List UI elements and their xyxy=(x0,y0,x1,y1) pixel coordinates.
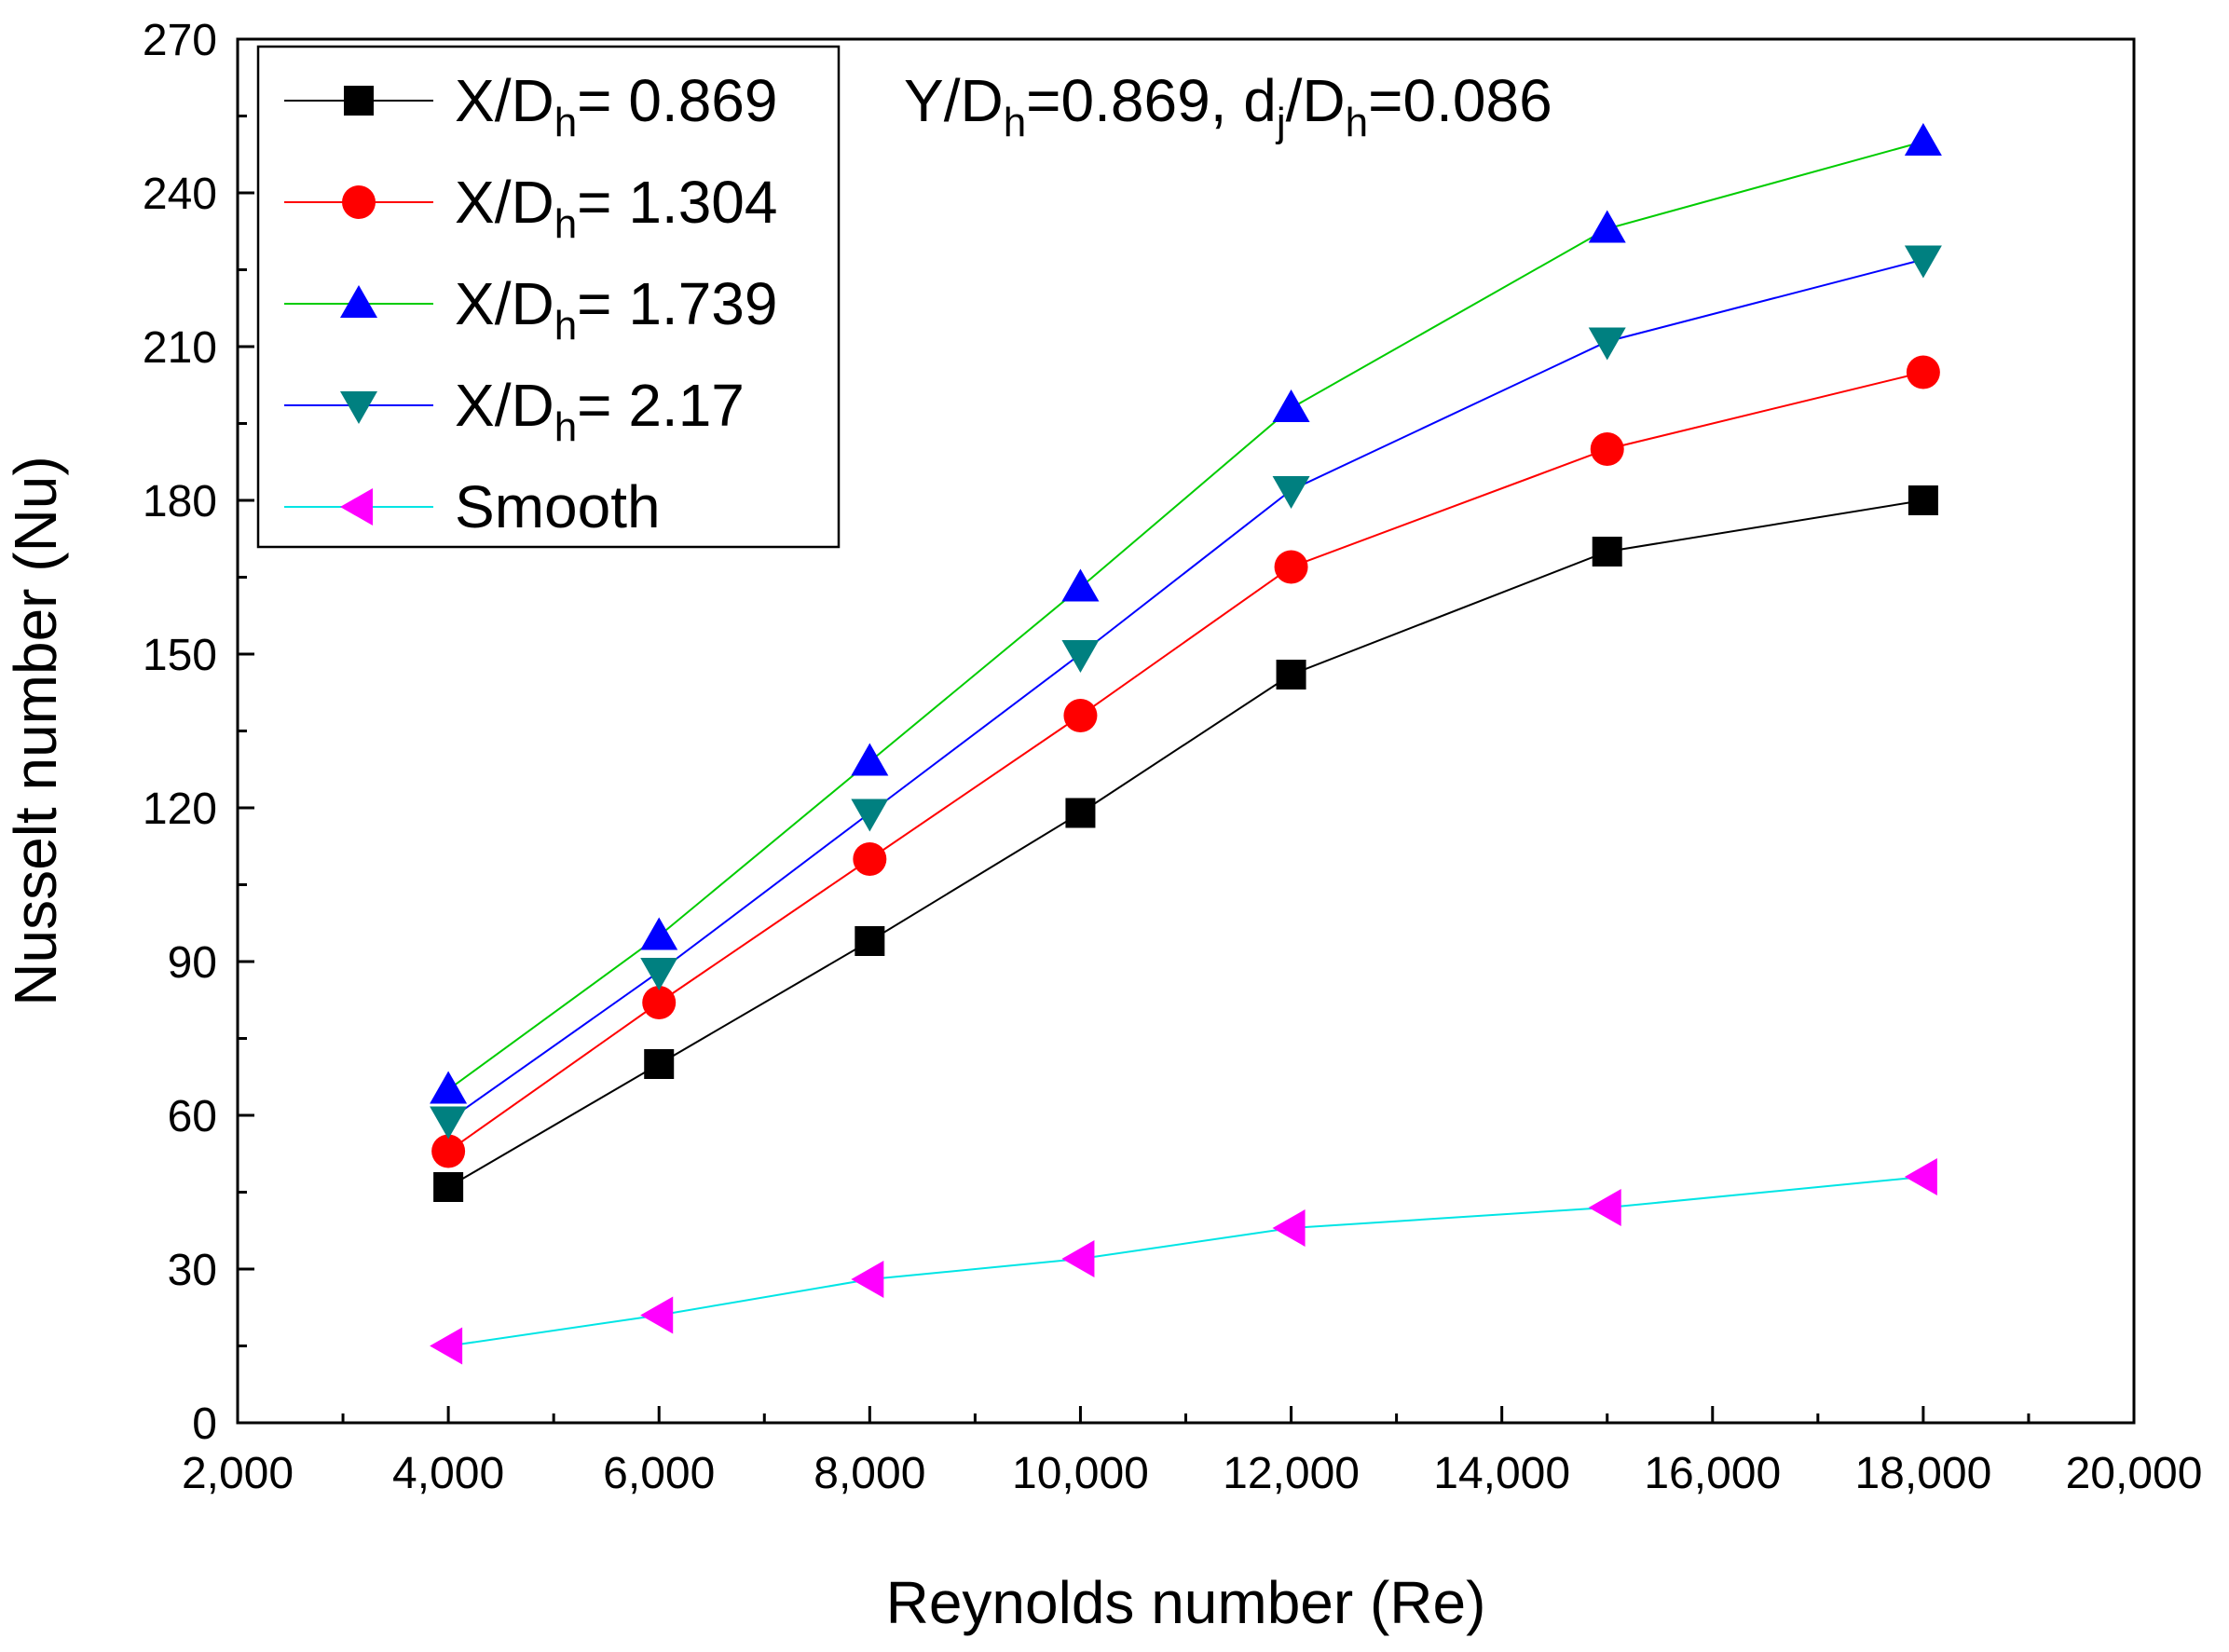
legend-item: X/Dh= 0.869 xyxy=(284,67,777,145)
x-tick-label: 4,000 xyxy=(392,1449,504,1498)
data-point xyxy=(855,926,885,956)
data-point xyxy=(640,1296,674,1334)
data-point xyxy=(1272,389,1310,422)
y-tick-label: 180 xyxy=(143,477,217,526)
data-point xyxy=(1592,537,1622,567)
y-tick-label: 120 xyxy=(143,785,217,834)
data-point xyxy=(1588,210,1626,243)
x-tick-label: 14,000 xyxy=(1433,1449,1570,1498)
data-point xyxy=(1061,568,1100,602)
y-tick-label: 240 xyxy=(143,170,217,219)
data-point xyxy=(642,986,677,1019)
legend: X/Dh= 0.869 X/Dh= 1.304 X/Dh= 1.739 X/Dh= 2… xyxy=(256,45,841,549)
series-1 xyxy=(433,485,1938,1202)
data-point xyxy=(430,1071,468,1104)
x-tick-label: 8,000 xyxy=(814,1449,925,1498)
y-tick-label: 30 xyxy=(168,1246,217,1295)
legend-label: X/Dh= 1.739 xyxy=(455,270,777,348)
series-2 xyxy=(431,355,1940,1168)
y-tick-label: 0 xyxy=(192,1399,217,1449)
legend-item: X/Dh= 2.17 xyxy=(284,372,745,450)
data-point xyxy=(644,1049,675,1079)
data-point xyxy=(1908,485,1938,515)
legend-marker xyxy=(342,185,376,219)
data-point xyxy=(1063,699,1098,732)
data-point xyxy=(640,917,678,950)
y-tick-labels: 0 30 60 90 120 150 180 210 240 270 xyxy=(143,16,217,1449)
legend-label: X/Dh= 1.304 xyxy=(455,169,777,247)
legend-marker xyxy=(340,391,377,424)
data-point xyxy=(640,958,678,990)
x-tick-label: 2,000 xyxy=(182,1449,294,1498)
legend-marker xyxy=(340,285,377,318)
data-point xyxy=(851,799,889,832)
x-tick-label: 18,000 xyxy=(1854,1449,1991,1498)
data-point xyxy=(1061,640,1100,673)
data-point xyxy=(1272,1209,1306,1247)
x-tick-label: 16,000 xyxy=(1644,1449,1781,1498)
legend-label: Smooth xyxy=(455,473,661,540)
data-point xyxy=(1588,327,1626,361)
legend-item: X/Dh= 1.739 xyxy=(284,270,777,348)
data-point xyxy=(430,1327,463,1365)
series-group xyxy=(430,123,1942,1365)
data-point xyxy=(1061,1240,1095,1277)
x-tick-label: 20,000 xyxy=(2066,1449,2203,1498)
series-3 xyxy=(430,123,1942,1104)
legend-label: X/Dh= 2.17 xyxy=(455,372,745,450)
series-5 xyxy=(430,1158,1937,1365)
data-point xyxy=(1065,798,1096,828)
data-point xyxy=(1904,1158,1937,1195)
y-axis-title: Nusselt number (Nu) xyxy=(2,456,69,1005)
x-axis-title: Reynolds number (Re) xyxy=(886,1569,1486,1636)
data-point xyxy=(1274,550,1308,584)
legend-item: X/Dh= 1.304 xyxy=(284,169,777,247)
y-tick-label: 90 xyxy=(168,938,217,988)
legend-marker xyxy=(340,488,373,526)
series-4 xyxy=(430,245,1942,1140)
data-point xyxy=(853,842,887,876)
data-point xyxy=(1906,355,1940,389)
data-point xyxy=(430,1106,468,1140)
x-tick-label: 12,000 xyxy=(1223,1449,1360,1498)
data-point xyxy=(1904,245,1942,279)
x-tick-label: 6,000 xyxy=(603,1449,715,1498)
parameter-annotation: Y/Dh=0.869, dj/Dh=0.086 xyxy=(904,67,1552,145)
data-point xyxy=(851,1261,884,1298)
data-point xyxy=(1276,660,1306,689)
y-tick-label: 270 xyxy=(143,16,217,65)
legend-marker xyxy=(344,86,374,116)
y-tick-label: 210 xyxy=(143,323,217,373)
legend-item: Smooth xyxy=(284,473,661,540)
y-tick-label: 150 xyxy=(143,631,217,680)
data-point xyxy=(431,1134,466,1168)
data-point xyxy=(1588,1189,1621,1226)
data-point xyxy=(1272,476,1310,509)
data-point xyxy=(433,1172,464,1202)
data-point xyxy=(851,743,889,776)
y-tick-label: 60 xyxy=(168,1092,217,1141)
data-point xyxy=(1904,123,1942,156)
x-tick-label: 10,000 xyxy=(1012,1449,1149,1498)
plot-frame xyxy=(236,37,2136,1425)
data-point xyxy=(1590,432,1624,466)
x-tick-labels: 2,000 4,000 6,000 8,000 10,000 12,000 14,000 16… xyxy=(182,1449,2202,1498)
legend-label: X/Dh= 0.869 xyxy=(455,67,777,145)
series-line xyxy=(447,499,1924,1188)
